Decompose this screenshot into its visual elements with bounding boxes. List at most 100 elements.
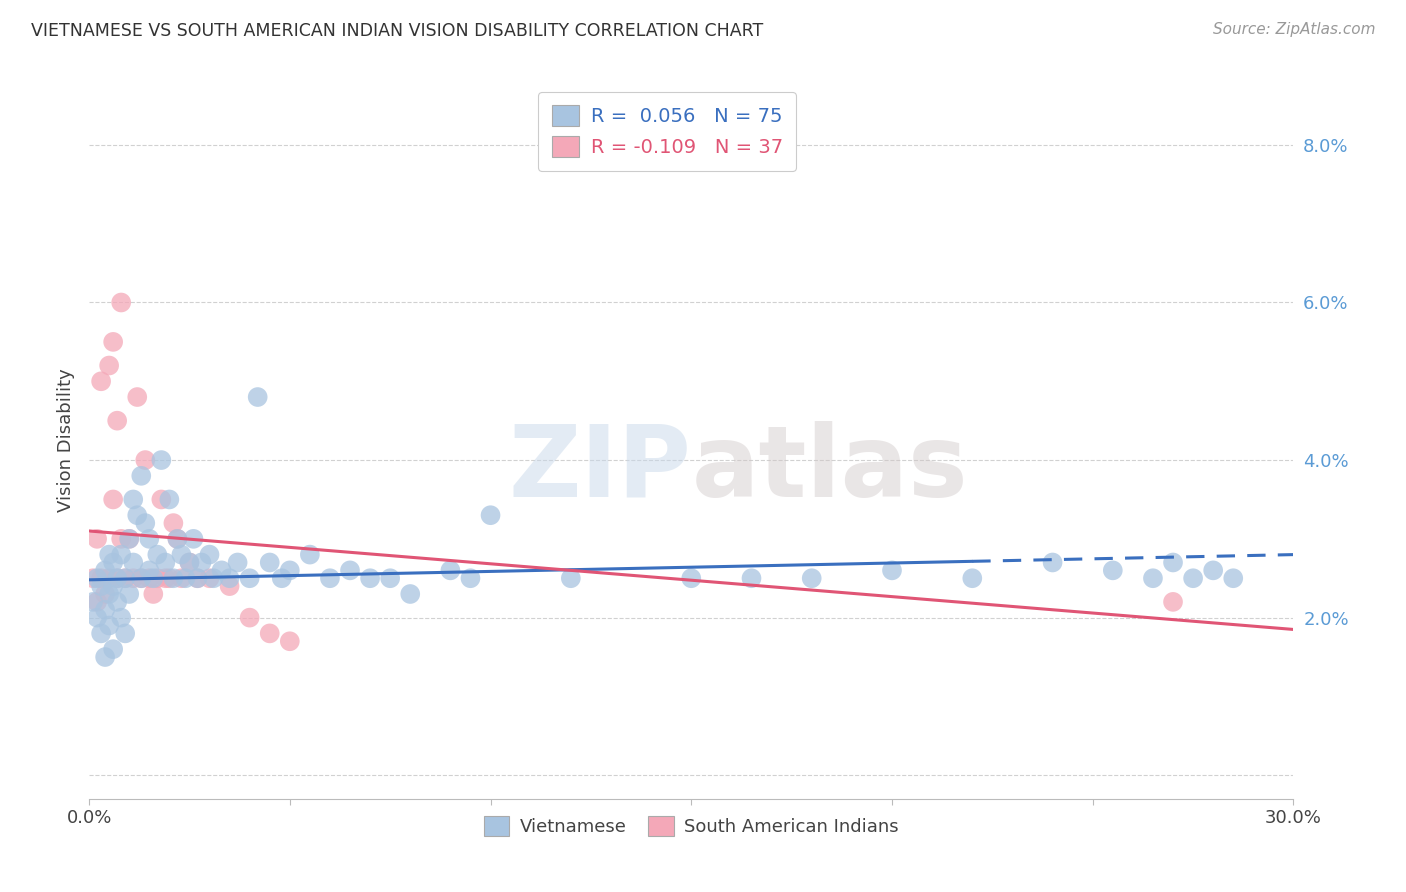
Point: [94, 603, 117, 617]
Point: [118, 532, 141, 546]
Point: [118, 532, 141, 546]
Point: [122, 556, 145, 570]
Legend: Vietnamese, South American Indians: Vietnamese, South American Indians: [477, 809, 907, 844]
Point: [183, 532, 205, 546]
Point: [218, 579, 240, 593]
Point: [162, 516, 184, 530]
Point: [101, 579, 124, 593]
Point: [1161, 556, 1184, 570]
Point: [246, 390, 269, 404]
Text: atlas: atlas: [692, 420, 967, 517]
Point: [186, 571, 208, 585]
Point: [399, 587, 422, 601]
Point: [90, 571, 112, 585]
Point: [134, 516, 156, 530]
Point: [155, 571, 177, 585]
Text: Source: ZipAtlas.com: Source: ZipAtlas.com: [1212, 22, 1375, 37]
Point: [226, 556, 249, 570]
Point: [278, 563, 301, 577]
Point: [359, 571, 381, 585]
Point: [138, 563, 160, 577]
Point: [1142, 571, 1164, 585]
Point: [90, 626, 112, 640]
Point: [101, 492, 124, 507]
Point: [880, 563, 903, 577]
Point: [118, 587, 141, 601]
Text: VIETNAMESE VS SOUTH AMERICAN INDIAN VISION DISABILITY CORRELATION CHART: VIETNAMESE VS SOUTH AMERICAN INDIAN VISI…: [31, 22, 763, 40]
Point: [681, 571, 703, 585]
Point: [1161, 595, 1184, 609]
Point: [98, 548, 121, 562]
Point: [174, 571, 197, 585]
Point: [259, 556, 281, 570]
Point: [150, 492, 173, 507]
Point: [190, 556, 212, 570]
Point: [86, 595, 108, 609]
Point: [218, 571, 240, 585]
Point: [339, 563, 361, 577]
Point: [122, 492, 145, 507]
Point: [740, 571, 762, 585]
Point: [319, 571, 342, 585]
Point: [211, 563, 233, 577]
Point: [105, 571, 128, 585]
Point: [110, 610, 132, 624]
Point: [86, 571, 108, 585]
Point: [127, 390, 149, 404]
Point: [1182, 571, 1205, 585]
Point: [90, 374, 112, 388]
Point: [239, 610, 262, 624]
Point: [142, 587, 165, 601]
Point: [138, 532, 160, 546]
Point: [82, 571, 104, 585]
Point: [460, 571, 482, 585]
Point: [94, 563, 117, 577]
Point: [198, 571, 221, 585]
Point: [380, 571, 402, 585]
Point: [142, 571, 165, 585]
Point: [105, 414, 128, 428]
Point: [82, 595, 104, 609]
Point: [94, 587, 117, 601]
Point: [110, 532, 132, 546]
Point: [162, 571, 184, 585]
Point: [98, 587, 121, 601]
Point: [114, 626, 136, 640]
Point: [166, 532, 188, 546]
Point: [179, 556, 201, 570]
Point: [170, 571, 193, 585]
Point: [1222, 571, 1244, 585]
Point: [122, 571, 145, 585]
Point: [278, 634, 301, 648]
Point: [105, 571, 128, 585]
Point: [198, 548, 221, 562]
Point: [94, 650, 117, 665]
Point: [179, 556, 201, 570]
Point: [127, 508, 149, 523]
Point: [101, 556, 124, 570]
Point: [98, 359, 121, 373]
Point: [129, 468, 152, 483]
Point: [800, 571, 823, 585]
Point: [150, 453, 173, 467]
Point: [146, 571, 169, 585]
Point: [86, 532, 108, 546]
Point: [439, 563, 461, 577]
Point: [110, 548, 132, 562]
Point: [239, 571, 262, 585]
Point: [155, 556, 177, 570]
Point: [962, 571, 984, 585]
Y-axis label: Vision Disability: Vision Disability: [58, 368, 75, 512]
Point: [202, 571, 225, 585]
Point: [134, 453, 156, 467]
Point: [138, 571, 160, 585]
Point: [259, 626, 281, 640]
Point: [1202, 563, 1225, 577]
Point: [129, 571, 152, 585]
Point: [270, 571, 292, 585]
Text: ZIP: ZIP: [509, 420, 692, 517]
Point: [98, 571, 121, 585]
Point: [298, 548, 321, 562]
Point: [90, 579, 112, 593]
Point: [114, 571, 136, 585]
